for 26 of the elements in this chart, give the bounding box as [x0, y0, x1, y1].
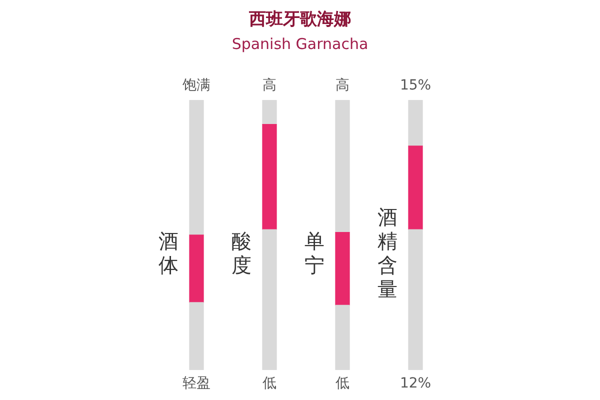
x-tick-label: 单宁	[304, 229, 324, 278]
bar	[262, 229, 277, 370]
text: 高	[262, 78, 276, 94]
chart-title: 西班牙歌海娜	[248, 9, 351, 30]
chart-subtitle: Spanish Garnacha	[232, 34, 368, 53]
text: 轻盈	[182, 376, 210, 392]
x-tick-label: 酒体	[158, 229, 178, 278]
bar	[262, 100, 277, 125]
text: 饱满	[182, 78, 210, 94]
bar	[408, 229, 423, 370]
x-tick-label: 酒精含量	[378, 205, 398, 302]
bar	[408, 100, 423, 146]
text: 12%	[400, 376, 432, 392]
bar	[262, 124, 277, 230]
bar	[189, 234, 204, 303]
bar	[408, 146, 423, 230]
bar	[335, 232, 350, 306]
bar	[335, 304, 350, 370]
bar	[189, 100, 204, 236]
text: 低	[262, 376, 276, 392]
text: 低	[336, 376, 350, 392]
bar	[189, 302, 204, 370]
bar	[335, 100, 350, 233]
text: 15%	[400, 78, 432, 94]
text: 高	[336, 78, 350, 94]
x-tick-label: 酸度	[232, 229, 252, 278]
